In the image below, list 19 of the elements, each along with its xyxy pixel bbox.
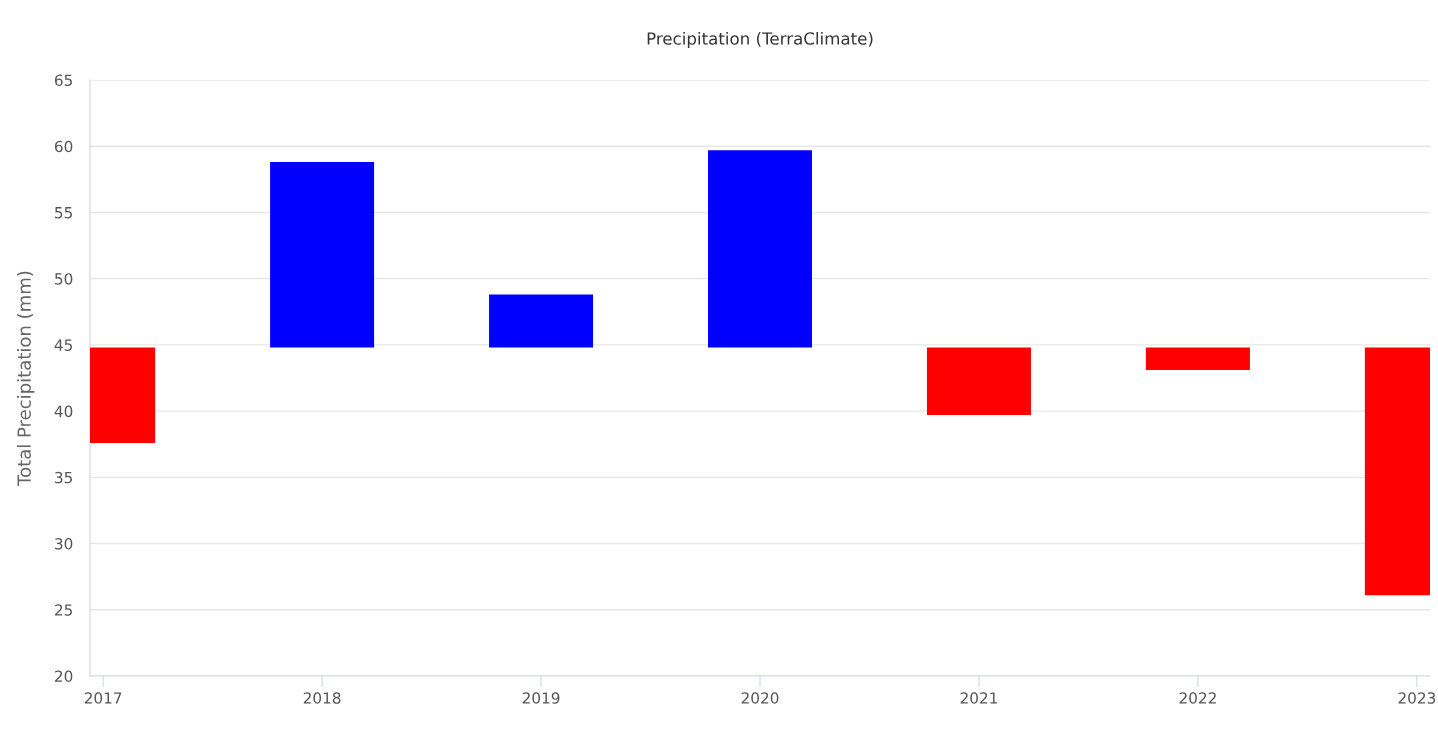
x-tick-label: 2018: [303, 692, 341, 704]
x-tick-label: 2017: [84, 692, 122, 704]
x-tick-label: 2021: [960, 692, 997, 704]
x-tick-label: 2020: [741, 692, 779, 704]
y-tick-label: 40: [54, 405, 73, 418]
y-tick-label: 50: [55, 273, 73, 285]
x-tick-label: 2022: [1179, 692, 1216, 704]
chart-title: Precipitation (TerraClimate): [647, 31, 873, 49]
y-tick-label: 35: [55, 471, 72, 484]
x-tick-label: 2019: [522, 692, 560, 704]
y-tick-label: 25: [55, 604, 72, 616]
y-tick-label: 30: [55, 538, 73, 550]
x-tick-label: 2023: [1398, 692, 1436, 704]
y-axis-title: Total Precipitation (mm): [16, 271, 35, 486]
y-tick-label: 60: [54, 140, 73, 153]
y-tick-label: 20: [55, 670, 73, 683]
y-tick-label: 45: [54, 339, 72, 351]
y-tick-label: 55: [55, 207, 72, 219]
y-tick-label: 65: [54, 74, 72, 87]
